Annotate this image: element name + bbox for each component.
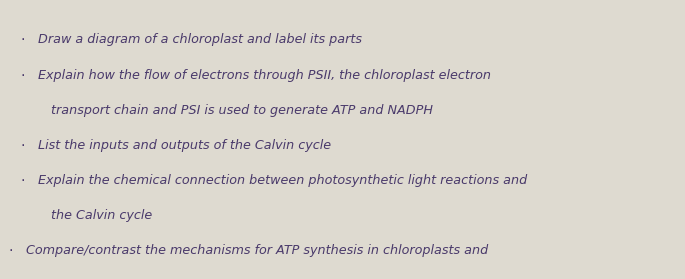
Text: ·: · <box>8 244 13 258</box>
Text: List the inputs and outputs of the Calvin cycle: List the inputs and outputs of the Calvi… <box>38 139 331 152</box>
Text: Explain the chemical connection between photosynthetic light reactions and: Explain the chemical connection between … <box>38 174 527 187</box>
Text: transport chain and PSI is used to generate ATP and NADPH: transport chain and PSI is used to gener… <box>51 104 434 117</box>
Text: ·: · <box>21 69 25 83</box>
Text: ·: · <box>21 33 25 47</box>
Text: Explain how the flow of electrons through PSII, the chloroplast electron: Explain how the flow of electrons throug… <box>38 69 490 82</box>
Text: the Calvin cycle: the Calvin cycle <box>51 209 153 222</box>
Text: Compare/contrast the mechanisms for ATP synthesis in chloroplasts and: Compare/contrast the mechanisms for ATP … <box>26 244 488 258</box>
Text: Draw a diagram of a chloroplast and label its parts: Draw a diagram of a chloroplast and labe… <box>38 33 362 47</box>
Text: ·: · <box>21 174 25 188</box>
Text: ·: · <box>21 139 25 153</box>
